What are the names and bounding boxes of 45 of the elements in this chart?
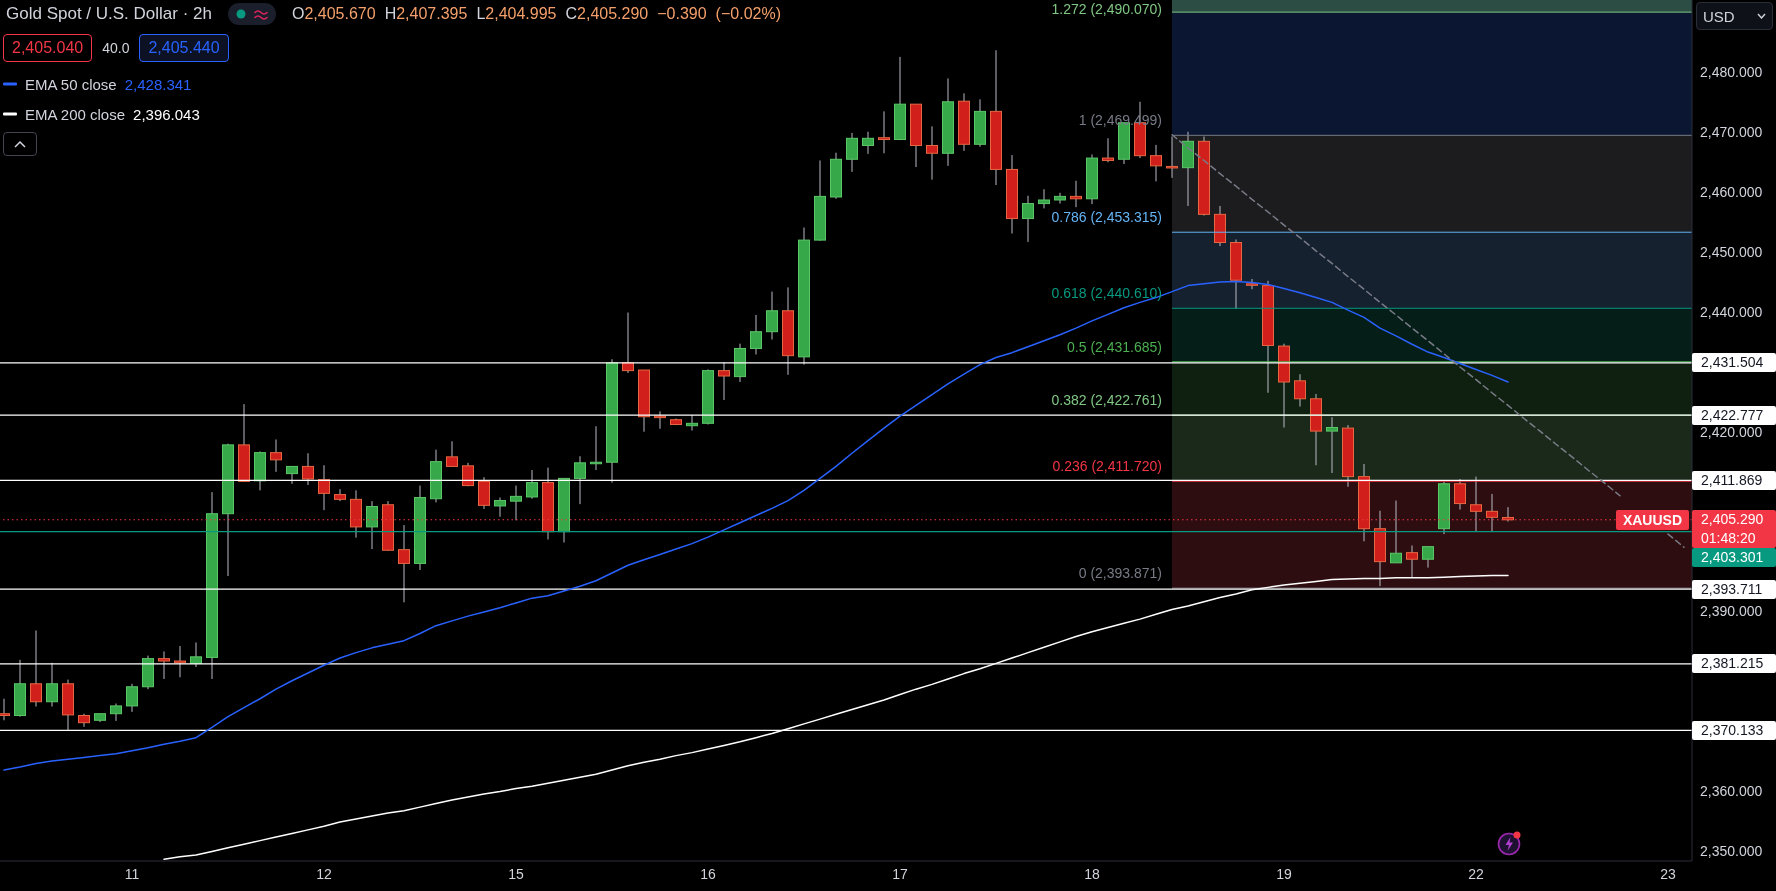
x-tick-label: 19 [1276,865,1292,882]
ref-line-label: 2,393.711 [1701,580,1763,597]
y-tick-label: 2,390.000 [1700,603,1763,620]
y-tick-label: 2,480.000 [1700,64,1763,81]
annotation: XAUUSD [1622,511,1682,528]
chart-title: Gold Spot / U.S. Dollar · 2h [6,4,212,24]
text: 01:48:20 [1701,530,1756,547]
annotation: 40.0 [102,40,130,56]
x-tick-label: 11 [124,865,140,882]
ref-line-label: 0.382 (2,422.761) [1051,392,1162,409]
y-tick-label: 2,360.000 [1700,782,1763,799]
ref-line-label: 1.272 (2,490.070) [1051,1,1162,17]
legend-label: EMA 50 close [25,75,117,93]
y-tick-label: 2,460.000 [1700,184,1763,201]
ref-line-label: 2,403.301 [1701,549,1764,566]
y-tick-label: 2,440.000 [1700,303,1763,320]
ref-line-label: 2,411.869 [1701,471,1763,488]
text: O2,405.670 H2,407.395 L2,404.995 C2,405.290 −0.390 (−0.02%) [291,5,781,22]
ref-line-label: 0.618 (2,440.610) [1051,285,1162,302]
y-tick-label: 2,420.000 [1700,423,1763,440]
ref-line-label: 0.5 (2,431.685) [1067,338,1162,355]
x-tick-label: 23 [1660,865,1676,882]
annotation: 2,428.341 [124,75,192,93]
ref-line-label: 0.236 (2,411.720) [1052,458,1162,475]
ref-line-label: 2,431.504 [1701,354,1764,371]
x-tick-label: 15 [508,865,524,882]
y-tick-label: 2,450.000 [1700,244,1763,261]
y-tick-label: 2,470.000 [1700,124,1763,141]
x-tick-label: 12 [316,865,332,882]
x-tick-label: 22 [1468,865,1484,882]
ref-line-label: 2,370.133 [1701,721,1764,738]
annotation: 2,396.043 [133,105,200,123]
ref-line-label: 2,405.290 [1701,511,1764,528]
ref-line-label: 0.786 (2,453.315) [1051,209,1162,226]
y-tick-label: 2,350.000 [1700,842,1763,859]
annotation: 2,405.440 [148,39,220,56]
ref-line-label: 0 (2,393.871) [1078,565,1162,582]
x-tick-label: 17 [892,865,908,882]
annotation: 2,405.040 [12,39,84,56]
legend-label: EMA 200 close [25,105,126,123]
ref-line-label: 2,381.215 [1701,655,1764,672]
x-tick-label: 18 [1084,865,1100,882]
currency-dropdown: USD [1696,2,1773,30]
x-tick-label: 16 [700,865,716,882]
ref-line-label: 2,422.777 [1701,406,1764,423]
